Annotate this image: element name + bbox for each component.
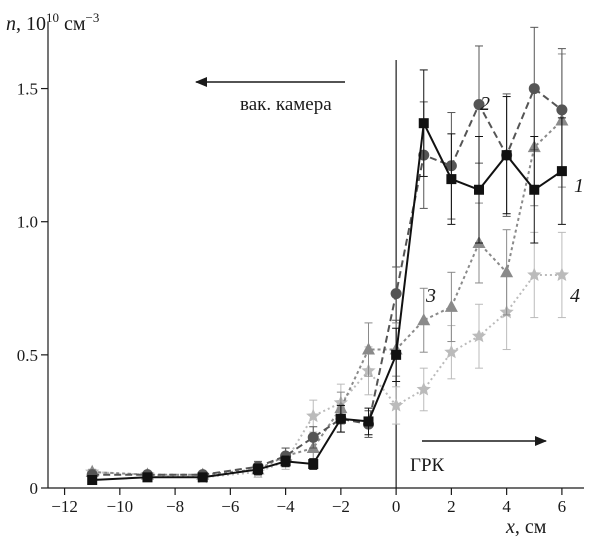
data-point xyxy=(306,408,321,423)
data-point xyxy=(197,472,208,483)
data-point xyxy=(554,267,570,282)
x-tick-label: 0 xyxy=(392,497,401,516)
y-tick-label: 0.5 xyxy=(17,346,38,365)
data-point xyxy=(335,413,346,424)
data-point xyxy=(417,313,431,326)
data-point xyxy=(418,118,429,129)
series-3 xyxy=(85,53,569,480)
x-tick-label: −10 xyxy=(107,497,134,516)
data-point xyxy=(556,166,567,177)
data-point xyxy=(280,456,291,467)
data-point xyxy=(528,83,540,95)
data-point xyxy=(500,265,514,278)
vacuum-chamber-label: вак. камера xyxy=(240,94,332,115)
data-point xyxy=(529,184,540,195)
data-point xyxy=(361,342,375,355)
axes xyxy=(47,22,584,489)
data-point xyxy=(391,349,402,360)
data-point xyxy=(252,464,263,475)
series-label-4: 4 xyxy=(570,285,580,307)
data-point xyxy=(501,150,512,161)
x-tick-label: −12 xyxy=(51,497,78,516)
series-line xyxy=(92,274,562,479)
x-tick-label: −6 xyxy=(221,497,239,516)
x-tick-label: 2 xyxy=(447,497,456,516)
x-tick-label: 4 xyxy=(502,497,511,516)
series-4 xyxy=(85,231,570,484)
data-point xyxy=(474,184,485,195)
series-line xyxy=(92,119,563,481)
data-point xyxy=(390,288,402,300)
data-point xyxy=(446,174,457,185)
data-point xyxy=(556,104,568,116)
grk-label: ГРК xyxy=(410,455,445,476)
x-axis-label: x, см xyxy=(505,516,547,538)
ticks: −12 −10 −8 −6 −4 −2 0 2 4 6 0 0.5 1.0 1.5 xyxy=(17,80,566,516)
y-tick-label: 1.5 xyxy=(17,80,38,99)
data-point xyxy=(527,267,542,282)
data-point xyxy=(388,397,404,412)
data-point xyxy=(363,416,374,427)
y-axis-label: n, 1010 см−3 xyxy=(6,10,99,35)
data-point xyxy=(471,328,487,343)
data-point xyxy=(308,459,319,470)
data-point xyxy=(444,299,458,312)
series-label-2: 2 xyxy=(480,93,490,115)
x-tick-label: 6 xyxy=(558,497,567,516)
data-point xyxy=(416,381,431,396)
series-1 xyxy=(87,69,567,486)
series-label-3: 3 xyxy=(425,285,436,307)
data-point xyxy=(307,431,319,443)
x-tick-label: −4 xyxy=(277,497,296,516)
data-point xyxy=(142,472,153,483)
series-line xyxy=(92,87,563,476)
data-point xyxy=(444,344,459,359)
series-layer xyxy=(85,26,570,486)
x-tick-label: −2 xyxy=(332,497,350,516)
series-label-1: 1 xyxy=(574,175,584,197)
data-point xyxy=(473,99,485,111)
x-tick-label: −8 xyxy=(166,497,184,516)
y-tick-label: 1.0 xyxy=(17,213,38,232)
y-tick-label: 0 xyxy=(30,479,39,498)
data-point xyxy=(87,475,98,486)
